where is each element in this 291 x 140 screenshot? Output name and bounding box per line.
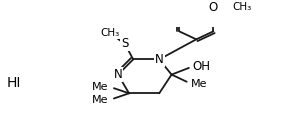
Text: S: S	[121, 37, 129, 50]
Text: OH: OH	[192, 60, 210, 73]
Text: Me: Me	[92, 82, 109, 92]
Text: Me: Me	[92, 95, 109, 105]
Text: CH₃: CH₃	[100, 28, 119, 38]
Text: N: N	[155, 53, 164, 66]
Text: CH₃: CH₃	[232, 2, 251, 12]
Text: HI: HI	[7, 76, 21, 90]
Text: N: N	[114, 68, 123, 81]
Text: Me: Me	[191, 79, 207, 89]
Text: O: O	[208, 1, 217, 14]
